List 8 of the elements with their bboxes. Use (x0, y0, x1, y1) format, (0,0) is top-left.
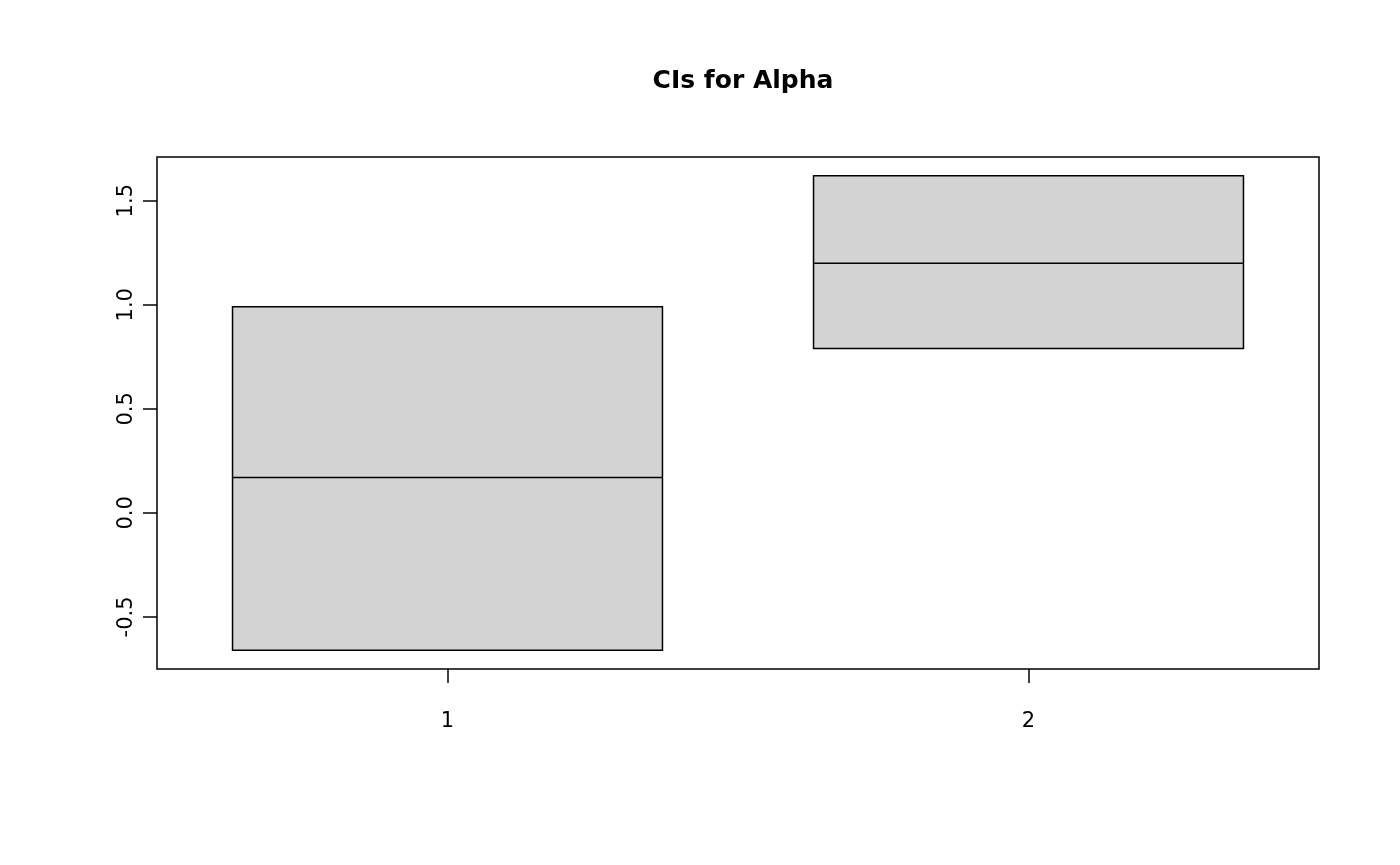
y-tick-label: 1.0 (112, 288, 137, 322)
y-tick-label: -0.5 (112, 596, 137, 638)
x-tick-label: 1 (440, 707, 455, 732)
y-tick-label: 0.5 (112, 392, 137, 426)
x-tick-label: 2 (1021, 707, 1036, 732)
chart-title: CIs for Alpha (652, 65, 834, 94)
y-tick-label: 1.5 (112, 184, 137, 218)
y-tick-label: 0.0 (112, 496, 137, 530)
